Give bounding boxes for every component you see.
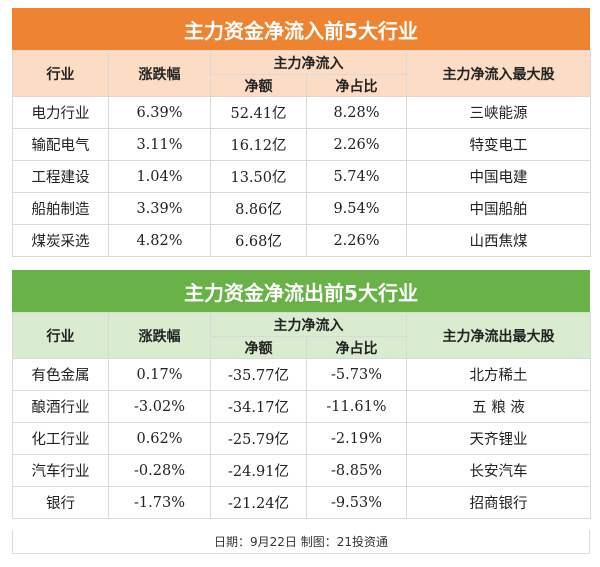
cell-top-stock: 特变电工 (406, 128, 591, 161)
cell-change: 4.82% (108, 224, 211, 257)
cell-change: 6.39% (108, 96, 211, 129)
table-row: 煤炭采选 4.82% 6.68亿 2.26% 山西焦煤 (12, 224, 591, 257)
cell-top-stock: 天齐锂业 (406, 422, 591, 455)
cell-net: 16.12亿 (210, 128, 307, 161)
cell-ratio: -9.53% (306, 486, 407, 519)
inflow-rows: 电力行业 6.39% 52.41亿 8.28% 三峡能源 输配电气 3.11% 16.12亿 2… (12, 96, 591, 257)
table-row: 船舶制造 3.39% 8.86亿 9.54% 中国船舶 (12, 192, 591, 225)
cell-ratio: -5.73% (306, 358, 407, 391)
inflow-table: 行业 涨跌幅 主力净流入 主力净流入最大股 净额 净占比 电力行业 6.39% 52… (12, 50, 591, 257)
header-top-stock: 主力净流出最大股 (406, 312, 591, 359)
footer-credit: 日期：9月22日 制图：21投资通 (12, 530, 590, 554)
header-net: 净额 (210, 74, 307, 97)
cell-industry: 煤炭采选 (12, 224, 109, 257)
cell-net: -25.79亿 (210, 422, 307, 455)
header-industry: 行业 (12, 50, 109, 97)
table-row: 酿酒行业 -3.02% -34.17亿 -11.61% 五 粮 液 (12, 390, 591, 423)
cell-industry: 有色金属 (12, 358, 109, 391)
table-row: 工程建设 1.04% 13.50亿 5.74% 中国电建 (12, 160, 591, 193)
table-row: 有色金属 0.17% -35.77亿 -5.73% 北方稀土 (12, 358, 591, 391)
table-row: 输配电气 3.11% 16.12亿 2.26% 特变电工 (12, 128, 591, 161)
header-ratio: 净占比 (306, 336, 407, 359)
table-row: 电力行业 6.39% 52.41亿 8.28% 三峡能源 (12, 96, 591, 129)
cell-industry: 工程建设 (12, 160, 109, 193)
cell-industry: 输配电气 (12, 128, 109, 161)
cell-change: -0.28% (108, 454, 211, 487)
header-change: 涨跌幅 (108, 312, 211, 359)
outflow-rows: 有色金属 0.17% -35.77亿 -5.73% 北方稀土 酿酒行业 -3.02% -34.… (12, 358, 591, 519)
cell-net: -34.17亿 (210, 390, 307, 423)
cell-ratio: 2.26% (306, 224, 407, 257)
cell-industry: 酿酒行业 (12, 390, 109, 423)
cell-net: -24.91亿 (210, 454, 307, 487)
cell-top-stock: 五 粮 液 (406, 390, 591, 423)
cell-net: 13.50亿 (210, 160, 307, 193)
cell-industry: 汽车行业 (12, 454, 109, 487)
cell-ratio: -11.61% (306, 390, 407, 423)
table-row: 汽车行业 -0.28% -24.91亿 -8.85% 长安汽车 (12, 454, 591, 487)
table-row: 银行 -1.73% -21.24亿 -9.53% 招商银行 (12, 486, 591, 519)
header-top-stock: 主力净流入最大股 (406, 50, 591, 97)
cell-industry: 银行 (12, 486, 109, 519)
table-row: 化工行业 0.62% -25.79亿 -2.19% 天齐锂业 (12, 422, 591, 455)
cell-ratio: 5.74% (306, 160, 407, 193)
cell-ratio: -8.85% (306, 454, 407, 487)
cell-change: 0.62% (108, 422, 211, 455)
cell-industry: 电力行业 (12, 96, 109, 129)
cell-ratio: 2.26% (306, 128, 407, 161)
outflow-title: 主力资金净流出前5大行业 (12, 270, 590, 312)
cell-ratio: 9.54% (306, 192, 407, 225)
cell-top-stock: 长安汽车 (406, 454, 591, 487)
header-ratio: 净占比 (306, 74, 407, 97)
inflow-title: 主力资金净流入前5大行业 (12, 8, 590, 50)
cell-top-stock: 山西焦煤 (406, 224, 591, 257)
cell-top-stock: 三峡能源 (406, 96, 591, 129)
header-main-fund: 主力净流入 (210, 312, 407, 337)
cell-industry: 化工行业 (12, 422, 109, 455)
cell-net: 8.86亿 (210, 192, 307, 225)
header-net: 净额 (210, 336, 307, 359)
cell-ratio: -2.19% (306, 422, 407, 455)
cell-net: 52.41亿 (210, 96, 307, 129)
cell-net: -21.24亿 (210, 486, 307, 519)
cell-top-stock: 中国电建 (406, 160, 591, 193)
header-main-fund: 主力净流入 (210, 50, 407, 75)
cell-change: -1.73% (108, 486, 211, 519)
header-change: 涨跌幅 (108, 50, 211, 97)
header-industry: 行业 (12, 312, 109, 359)
cell-change: 3.11% (108, 128, 211, 161)
cell-top-stock: 招商银行 (406, 486, 591, 519)
cell-top-stock: 北方稀土 (406, 358, 591, 391)
cell-change: 0.17% (108, 358, 211, 391)
cell-change: -3.02% (108, 390, 211, 423)
cell-change: 3.39% (108, 192, 211, 225)
cell-top-stock: 中国船舶 (406, 192, 591, 225)
cell-net: 6.68亿 (210, 224, 307, 257)
cell-industry: 船舶制造 (12, 192, 109, 225)
cell-change: 1.04% (108, 160, 211, 193)
cell-ratio: 8.28% (306, 96, 407, 129)
cell-net: -35.77亿 (210, 358, 307, 391)
outflow-table: 行业 涨跌幅 主力净流入 主力净流出最大股 净额 净占比 有色金属 0.17% -3… (12, 312, 591, 519)
